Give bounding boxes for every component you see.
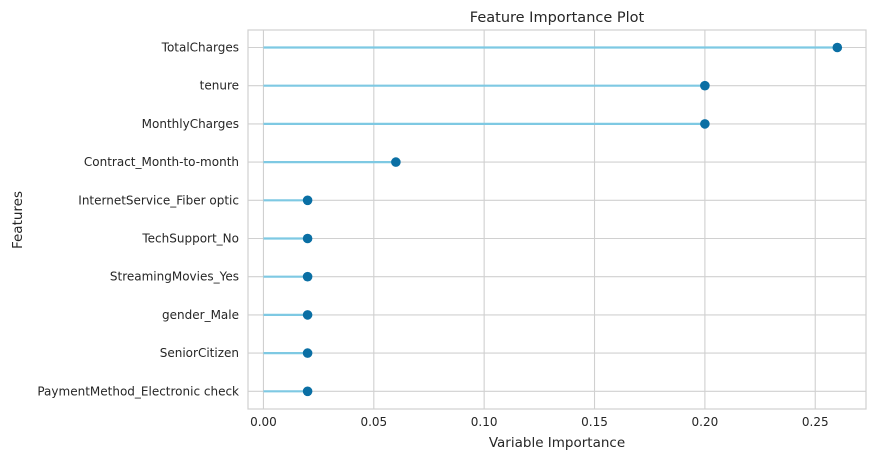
importance-marker: [302, 271, 313, 282]
x-tick-label: 0.05: [360, 415, 387, 429]
y-tick-label: PaymentMethod_Electronic check: [37, 384, 239, 398]
y-tick-label: Contract_Month-to-month: [84, 155, 239, 169]
y-tick-label: tenure: [200, 79, 239, 93]
importance-marker: [700, 119, 710, 129]
x-tick-label: 0.00: [250, 415, 277, 429]
y-tick-label: TechSupport_No: [141, 232, 239, 246]
x-tick-label: 0.15: [581, 415, 608, 429]
markers-layer: [302, 42, 843, 397]
importance-marker: [302, 195, 313, 206]
x-tick-label: 0.10: [471, 415, 498, 429]
importance-marker: [391, 157, 401, 167]
y-tick-labels: TotalCharges tenure MonthlyCharges Contract…: [37, 41, 239, 399]
importance-marker: [302, 348, 313, 358]
importance-marker: [700, 80, 710, 91]
importance-marker: [302, 386, 313, 397]
stems-layer: [263, 46, 838, 393]
importance-marker: [832, 42, 843, 53]
y-tick-label: TotalCharges: [161, 41, 239, 55]
plot-frame: [247, 29, 867, 410]
y-tick-label: SeniorCitizen: [160, 346, 239, 360]
importance-marker: [302, 310, 313, 320]
chart-title: Feature Importance Plot: [470, 10, 645, 26]
y-tick-label: gender_Male: [162, 308, 239, 322]
y-axis-label: Features: [10, 191, 26, 249]
grid-layer: [247, 29, 867, 410]
x-tick-label: 0.20: [692, 415, 719, 429]
y-tick-label: StreamingMovies_Yes: [110, 270, 239, 284]
y-tick-label: MonthlyCharges: [142, 117, 239, 131]
x-axis-label: Variable Importance: [489, 435, 625, 451]
x-tick-labels: 0.00 0.05 0.10 0.15 0.20 0.25: [250, 415, 829, 429]
importance-marker: [302, 233, 313, 244]
y-tick-label: InternetService_Fiber optic: [78, 193, 239, 207]
x-tick-label: 0.25: [802, 415, 829, 429]
